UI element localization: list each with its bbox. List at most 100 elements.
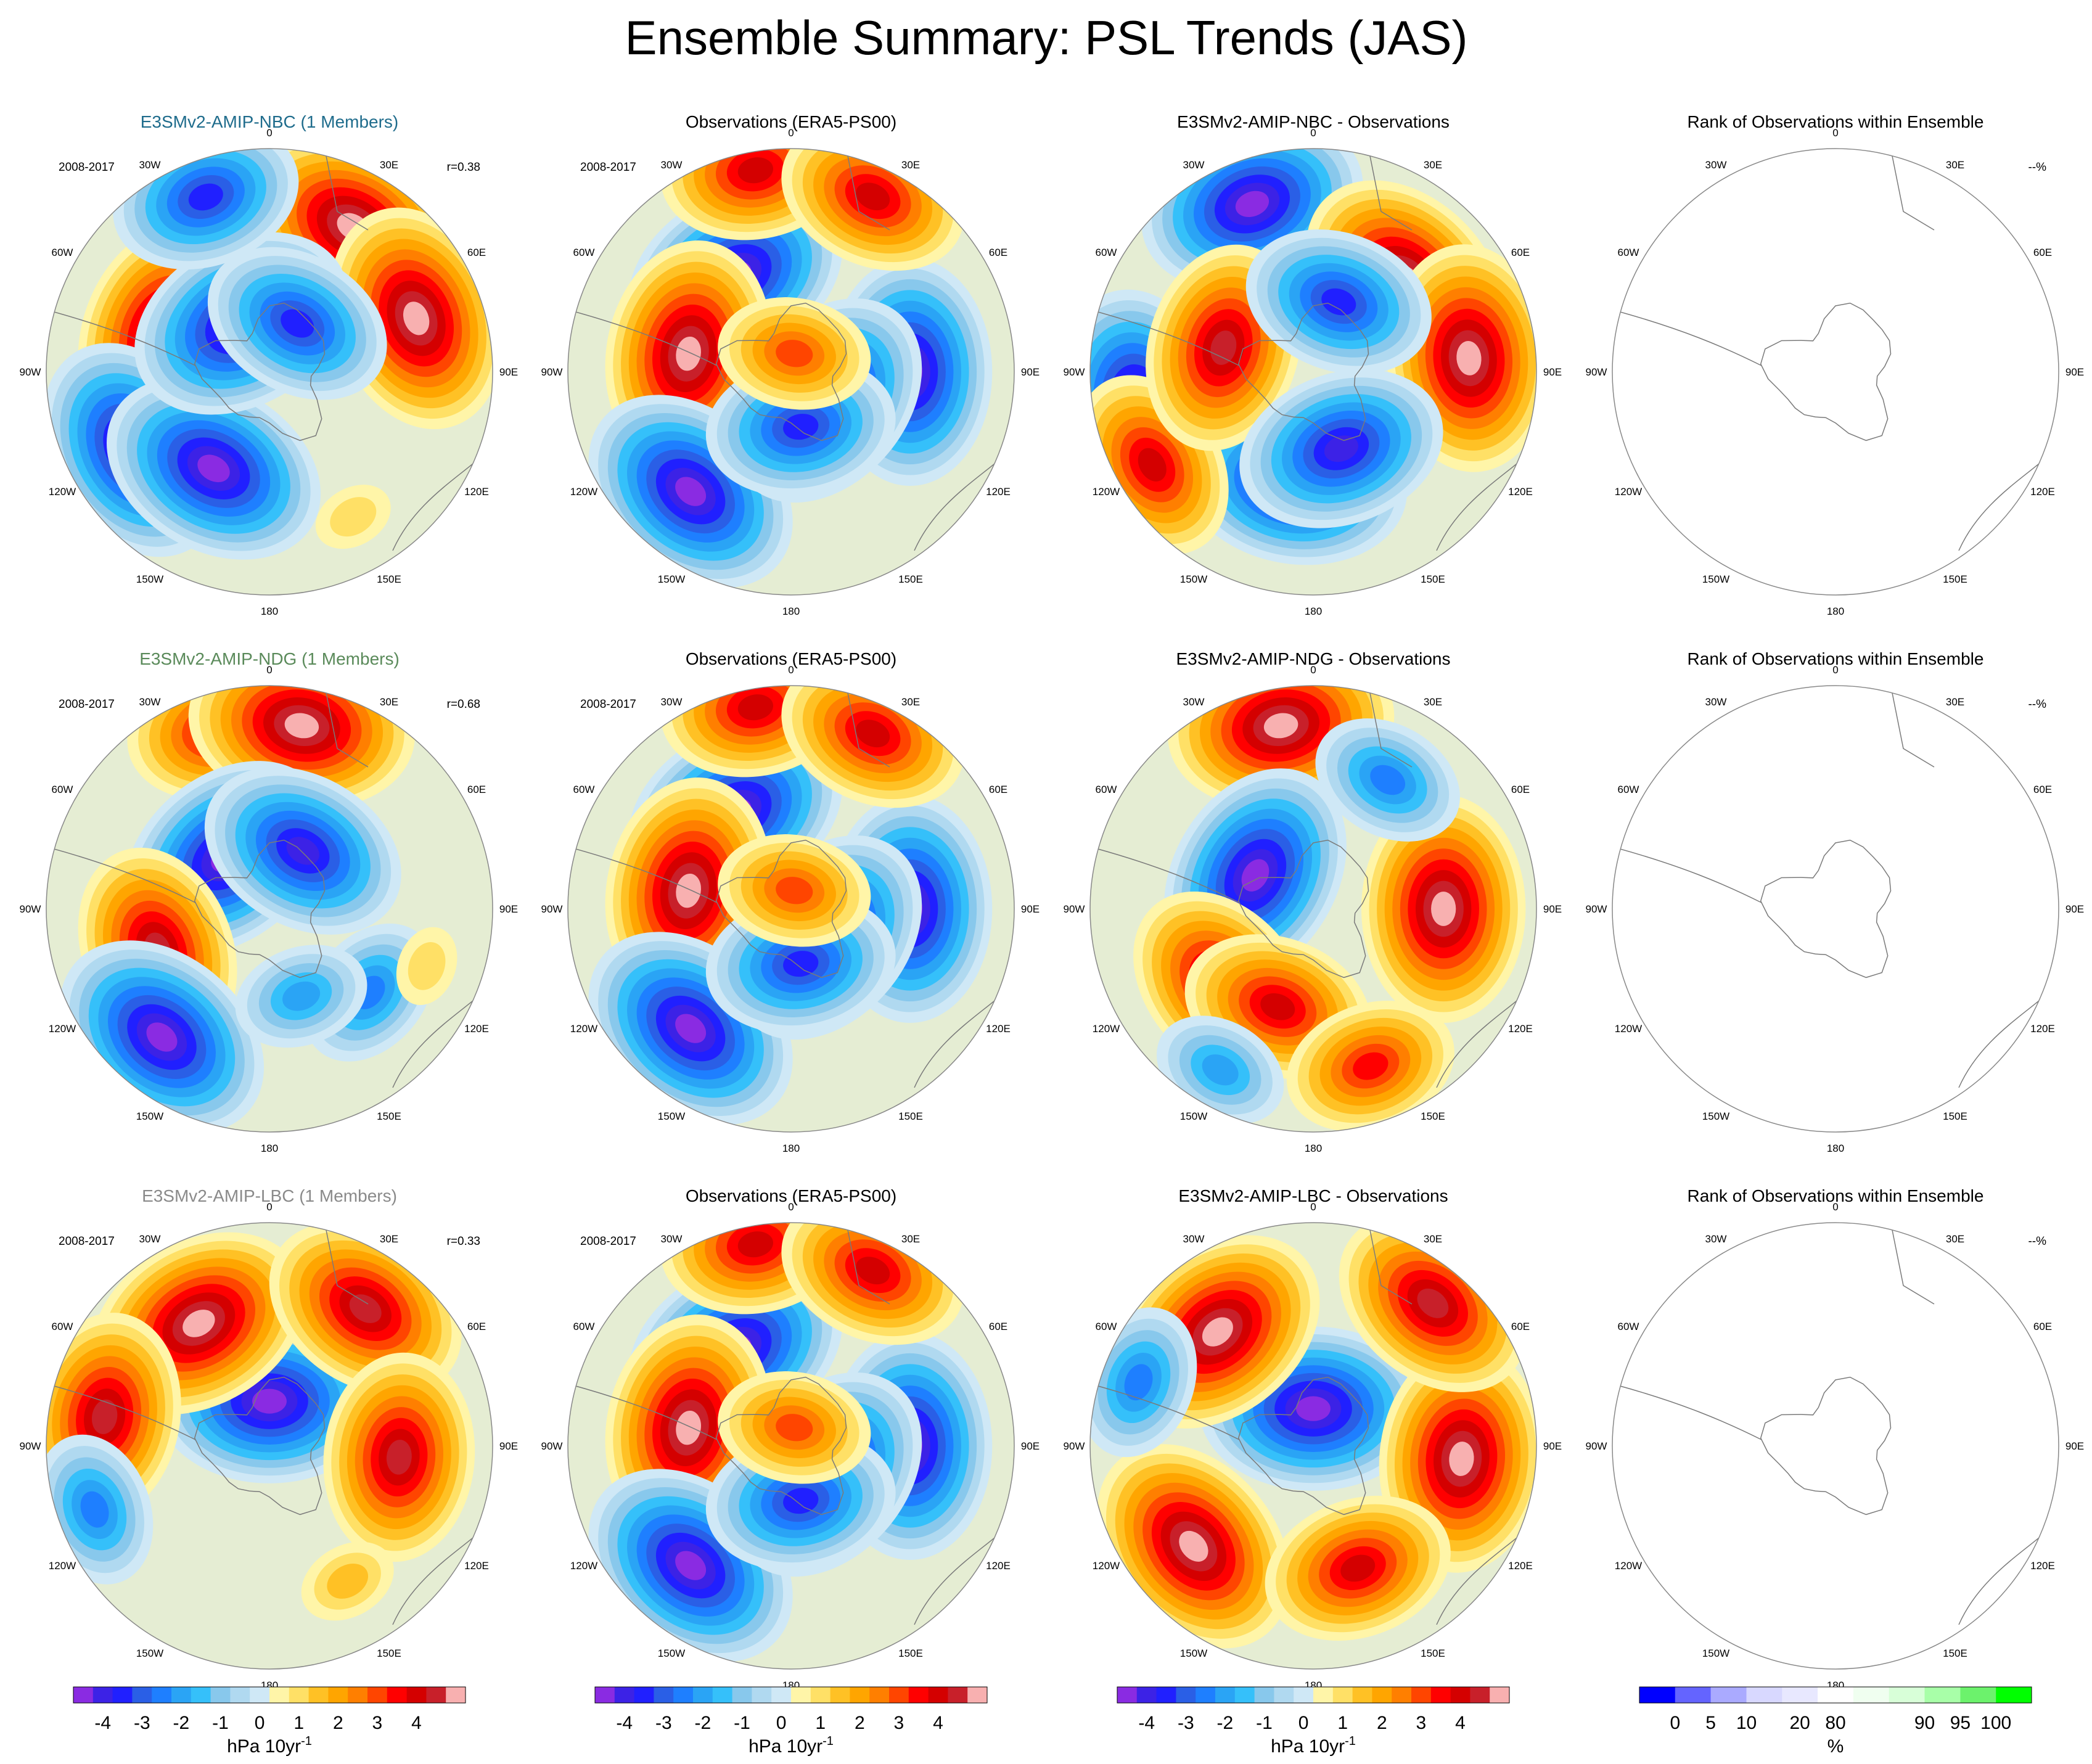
colorbar-swatch	[1470, 1687, 1490, 1703]
colorbar-tick: 4	[411, 1713, 422, 1733]
lon-label: 90W	[20, 366, 41, 378]
panel-title: E3SMv2-AMIP-NDG (1 Members)	[139, 649, 400, 668]
colorbar-swatch	[1450, 1687, 1471, 1703]
contour-level	[197, 454, 230, 483]
colorbar-swatch	[850, 1687, 870, 1703]
trend-center-8	[396, 927, 457, 1006]
lon-label: 90E	[1543, 366, 1562, 378]
contour-level	[1138, 448, 1167, 482]
colorbar-swatch	[1960, 1687, 1996, 1703]
colorbar-tick: 2	[855, 1713, 865, 1733]
colorbar-tick: 1	[1337, 1713, 1348, 1733]
panel-period: 2008-2017	[59, 698, 115, 711]
lon-label: 90W	[20, 1440, 41, 1452]
trend-field	[46, 149, 493, 595]
colorbar-swatch	[634, 1687, 654, 1703]
antarctica-coastline	[194, 839, 326, 978]
lon-label: 180	[782, 605, 800, 617]
south-america-coastline	[1613, 310, 1762, 366]
lon-label: 0	[788, 1201, 794, 1213]
contour-level	[856, 720, 890, 748]
colorbar-tick: 10	[1736, 1713, 1757, 1733]
lon-label: 150W	[658, 1647, 685, 1659]
colorbar-swatch	[387, 1687, 408, 1703]
map-boundary	[567, 148, 1015, 596]
trend-field	[1090, 149, 1536, 595]
trend-center-6	[1286, 1000, 1454, 1132]
africa-coastline	[846, 149, 890, 231]
map-boundary	[1612, 1222, 2059, 1670]
colorbar-tick: -4	[94, 1713, 111, 1733]
contour-level	[776, 340, 813, 367]
map-boundary	[46, 1222, 493, 1670]
south-america-coastline	[1613, 1384, 1762, 1440]
colorbar-swatch	[830, 1687, 850, 1703]
colorbar-swatch	[1332, 1687, 1353, 1703]
panel-period: 2008-2017	[580, 1235, 636, 1248]
trend-center-5	[1315, 718, 1460, 842]
lon-label: 120W	[49, 1023, 76, 1035]
africa-coastline	[1368, 1223, 1413, 1305]
south-america-coastline	[568, 847, 718, 903]
colorbar-units: hPa 10yr	[227, 1736, 301, 1757]
colorbar-units: %	[1827, 1736, 1844, 1757]
colorbar-tick: -2	[1217, 1713, 1234, 1733]
colorbar-swatch	[269, 1687, 290, 1703]
colorbar-swatch	[1294, 1687, 1314, 1703]
colorbar-swatch	[348, 1687, 368, 1703]
rank-field-empty	[1612, 686, 2059, 1132]
colorbar-swatch	[908, 1687, 929, 1703]
colorbar-tick: -3	[655, 1713, 672, 1733]
antarctica-coastline	[1237, 1376, 1369, 1516]
lon-label: 60E	[989, 784, 1007, 795]
colorbar-tick: 90	[1914, 1713, 1935, 1733]
lon-label: 60W	[1096, 784, 1117, 795]
panel-title: E3SMv2-AMIP-NBC (1 Members)	[141, 112, 399, 131]
lon-label: 150W	[136, 573, 163, 585]
colorbar-tick: -4	[1138, 1713, 1155, 1733]
lon-label: 150E	[898, 573, 923, 585]
colorbar-swatch	[210, 1687, 231, 1703]
lon-label: 30E	[1424, 696, 1442, 708]
contour-level	[1263, 713, 1298, 739]
contour-level	[330, 497, 377, 537]
lon-label: 90E	[499, 1440, 518, 1452]
lon-label: 120W	[1615, 1023, 1642, 1035]
trend-field	[1090, 1223, 1536, 1669]
panel-title: Observations (ERA5-PS00)	[686, 112, 896, 131]
panel-title: Rank of Observations within Ensemble	[1688, 1186, 1984, 1205]
trend-field	[46, 686, 493, 1132]
colorbar-swatch	[406, 1687, 427, 1703]
map-boundary	[46, 148, 493, 596]
contour-level	[676, 1410, 702, 1445]
trend-field	[1612, 149, 2059, 595]
map-boundary	[46, 685, 493, 1133]
map-boundary	[567, 1222, 1015, 1670]
lon-label: 30W	[661, 696, 683, 708]
contour-level	[284, 713, 319, 739]
lon-label: 150E	[898, 1647, 923, 1659]
south-america-coastline	[1091, 847, 1240, 903]
contour-level	[1296, 1396, 1331, 1421]
lon-label: 30W	[139, 696, 161, 708]
lon-label: 120W	[49, 486, 76, 498]
map-panel-r2c1: E3SMv2-AMIP-NDG (1 Members) 2008-2017 r=0.…	[20, 649, 519, 1154]
lon-label: 0	[266, 664, 272, 676]
lon-label: 30W	[1705, 159, 1727, 171]
colorbar-swatch	[1818, 1687, 1854, 1703]
panel-period: 2008-2017	[580, 161, 636, 174]
contour-level	[856, 1257, 890, 1285]
lon-label: 150E	[377, 1110, 401, 1122]
contour-level	[349, 1294, 382, 1323]
colorbar-frame	[73, 1686, 466, 1704]
lon-label: 90W	[541, 366, 563, 378]
lon-label: 120E	[464, 1560, 489, 1572]
contour-level	[1449, 1442, 1474, 1476]
trend-center-5	[1090, 1307, 1197, 1458]
contour-level	[676, 873, 702, 908]
lon-label: 60E	[1511, 1321, 1530, 1332]
lon-label: 120W	[570, 1023, 597, 1035]
